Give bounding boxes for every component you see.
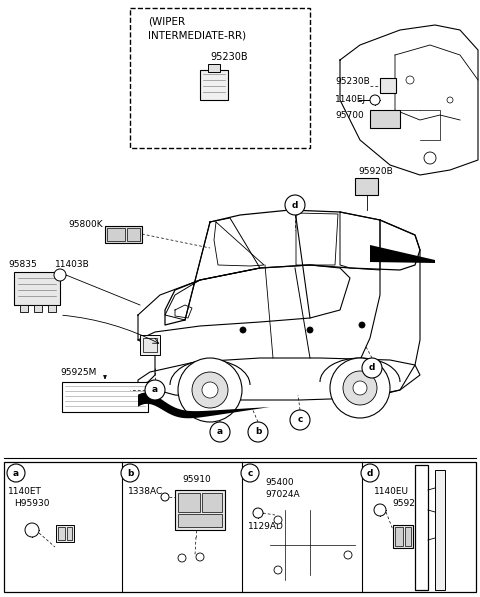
Circle shape [161, 493, 169, 501]
Polygon shape [138, 393, 270, 418]
Text: 95835: 95835 [8, 260, 37, 269]
Bar [415, 465, 428, 590]
Text: 97024A: 97024A [265, 490, 300, 499]
Text: 1338AC: 1338AC [128, 487, 163, 496]
Bar [178, 493, 200, 512]
Circle shape [192, 372, 228, 408]
Bar [175, 490, 225, 530]
Bar [200, 70, 228, 100]
Circle shape [374, 504, 386, 516]
Text: b: b [127, 469, 133, 478]
Text: 95910: 95910 [182, 475, 211, 484]
Bar [380, 78, 396, 93]
Text: 11403B: 11403B [55, 260, 90, 269]
Circle shape [370, 95, 380, 105]
Bar [393, 525, 413, 548]
Circle shape [241, 464, 259, 482]
Bar [62, 382, 148, 412]
Circle shape [447, 97, 453, 103]
Bar [127, 228, 140, 241]
Text: 1140EJ: 1140EJ [335, 96, 366, 104]
Circle shape [7, 464, 25, 482]
Bar [56, 525, 74, 542]
Text: a: a [152, 386, 158, 395]
Bar [34, 305, 42, 312]
Circle shape [361, 464, 379, 482]
Text: a: a [217, 427, 223, 436]
Circle shape [253, 508, 263, 518]
Circle shape [178, 358, 242, 422]
Circle shape [145, 380, 165, 400]
Bar [48, 305, 56, 312]
Circle shape [240, 327, 246, 333]
Circle shape [424, 152, 436, 164]
Circle shape [178, 554, 186, 562]
Bar [105, 226, 142, 243]
Text: 95700: 95700 [335, 112, 364, 121]
Bar [370, 110, 400, 128]
Text: c: c [247, 469, 252, 478]
Bar [130, 8, 310, 148]
Circle shape [344, 551, 352, 559]
Text: 95400: 95400 [265, 478, 294, 487]
Bar [178, 514, 222, 527]
Circle shape [248, 422, 268, 442]
Text: 95925M: 95925M [60, 368, 96, 377]
Circle shape [25, 523, 39, 537]
Bar [355, 178, 378, 195]
Text: 95920B: 95920B [392, 499, 427, 508]
Text: 1140EU: 1140EU [374, 487, 409, 496]
Circle shape [359, 322, 365, 328]
Text: 95230B: 95230B [335, 78, 370, 87]
Circle shape [274, 566, 282, 574]
Bar [208, 64, 220, 72]
Circle shape [353, 381, 367, 395]
Bar [67, 527, 72, 540]
Text: c: c [297, 416, 303, 424]
Circle shape [285, 195, 305, 215]
Polygon shape [370, 245, 435, 263]
Text: d: d [367, 469, 373, 478]
Circle shape [210, 422, 230, 442]
Bar [58, 527, 65, 540]
Text: 1129AD: 1129AD [248, 522, 284, 531]
Bar [14, 272, 60, 305]
Text: 1140ET: 1140ET [8, 487, 42, 496]
Text: 95800K: 95800K [68, 220, 103, 229]
Text: (WIPER: (WIPER [148, 16, 185, 26]
Bar [202, 493, 222, 512]
Circle shape [54, 269, 66, 281]
Circle shape [290, 410, 310, 430]
Circle shape [406, 76, 414, 84]
Circle shape [196, 553, 204, 561]
Text: b: b [255, 427, 261, 436]
Bar [4, 462, 476, 592]
Bar [143, 338, 157, 352]
Text: a: a [13, 469, 19, 478]
Bar [107, 228, 125, 241]
Circle shape [362, 358, 382, 378]
Bar [140, 335, 160, 355]
Bar [405, 527, 411, 546]
Text: d: d [292, 201, 298, 210]
Text: d: d [369, 364, 375, 373]
Circle shape [343, 371, 377, 405]
Circle shape [202, 382, 218, 398]
Circle shape [330, 358, 390, 418]
Text: 95230B: 95230B [210, 52, 248, 62]
Bar [435, 470, 445, 590]
Bar [20, 305, 28, 312]
Bar [395, 527, 403, 546]
Circle shape [274, 516, 282, 524]
Circle shape [307, 327, 313, 333]
Text: INTERMEDIATE-RR): INTERMEDIATE-RR) [148, 30, 246, 40]
Circle shape [121, 464, 139, 482]
Text: 95920B: 95920B [358, 168, 393, 177]
Text: H95930: H95930 [14, 499, 49, 508]
